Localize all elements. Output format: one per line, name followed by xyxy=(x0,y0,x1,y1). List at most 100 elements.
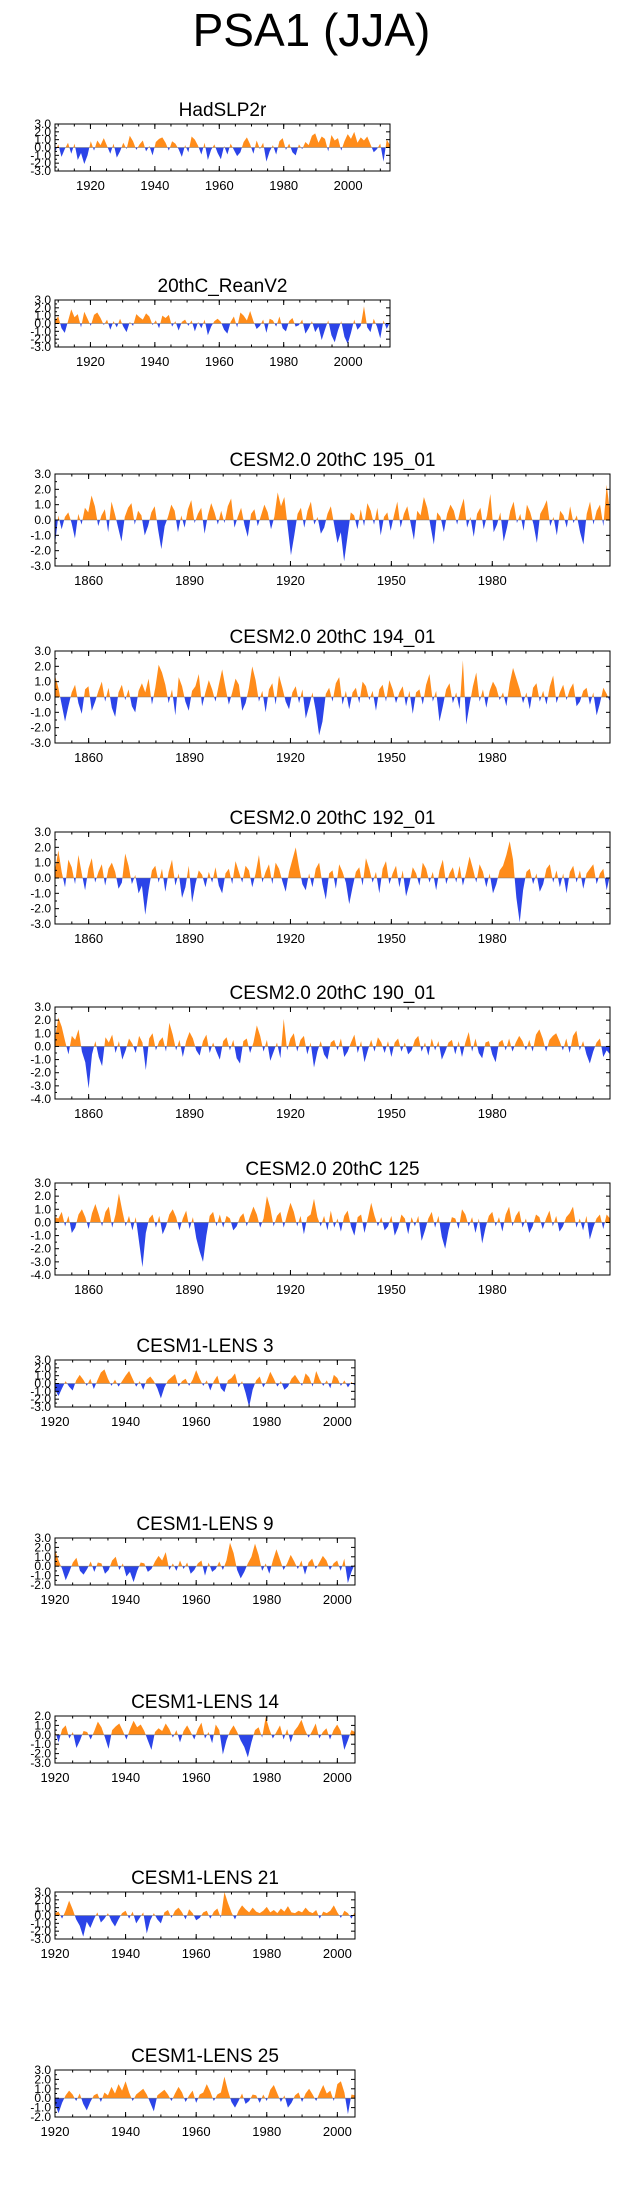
negative-area xyxy=(55,1566,355,1584)
x-tick-label: 2000 xyxy=(323,2124,352,2139)
x-tick-label: 1920 xyxy=(41,1414,70,1429)
y-tick-label: 3.0 xyxy=(34,2063,51,2077)
x-tick-label: 1960 xyxy=(182,1770,211,1785)
y-tick-label: -1.0 xyxy=(30,1916,51,1930)
y-tick-label: 0.0 xyxy=(34,317,51,331)
negative-area xyxy=(55,2098,355,2115)
plot-frame xyxy=(54,1006,611,1100)
y-tick-label: -1.0 xyxy=(30,886,51,900)
panel-3: CESM2.0 20thC 195_01 3.02.0 1.00.0-1.0 -2.0… xyxy=(30,450,611,588)
x-tick-label: 1960 xyxy=(182,1592,211,1607)
x-tick-label: 1940 xyxy=(111,2124,140,2139)
panel-6: CESM2.0 20thC 190_01 3.02.01.00.0-1.0-2.0… xyxy=(30,983,611,1121)
x-tick-label: 2000 xyxy=(334,354,363,369)
y-tick-label: 2.0 xyxy=(34,1893,51,1907)
panel-title: CESM2.0 20thC 195_01 xyxy=(230,450,436,471)
y-tick-label: 3.0 xyxy=(34,1000,51,1014)
x-tick-label: 1980 xyxy=(269,354,298,369)
y-tick-label: -2.0 xyxy=(30,544,51,558)
y-tick-label: -1.0 xyxy=(30,324,51,338)
x-tick-label: 1890 xyxy=(175,750,204,765)
negative-area xyxy=(55,1915,355,1937)
x-tick-label: 2000 xyxy=(323,1414,352,1429)
y-tick-label: -2.0 xyxy=(30,2110,51,2124)
x-tick-label: 1920 xyxy=(41,1592,70,1607)
y-tick-label: 0.0 xyxy=(34,1909,51,1923)
y-tick-label: -1.0 xyxy=(30,1053,51,1067)
x-tick-label: 1980 xyxy=(478,750,507,765)
y-tick-label: -2.0 xyxy=(30,902,51,916)
y-tick-label: -1.0 xyxy=(30,1569,51,1583)
x-tick-label: 1960 xyxy=(182,1414,211,1429)
y-tick-label: -2.0 xyxy=(30,721,51,735)
x-tick-label: 2000 xyxy=(323,1946,352,1961)
y-tick-label: 0.0 xyxy=(34,1039,51,1053)
y-tick-label: -3.0 xyxy=(30,1756,51,1770)
x-tick-label: 1920 xyxy=(41,1946,70,1961)
x-tick-label: 1980 xyxy=(478,1106,507,1121)
panel-title: 20thC_ReanV2 xyxy=(158,276,288,297)
panel-5: CESM2.0 20thC 192_01 3.02.0 1.00.0-1.0 -2.0… xyxy=(30,808,611,946)
y-tick-label: 0.0 xyxy=(34,690,51,704)
x-tick-label: 1950 xyxy=(377,573,406,588)
y-tick-label: -2.0 xyxy=(30,1924,51,1938)
y-tick-label: 3.0 xyxy=(34,825,51,839)
y-tick-label: -3.0 xyxy=(30,1400,51,1414)
positive-area xyxy=(55,1542,355,1567)
negative-area xyxy=(55,1383,355,1407)
panel-title: CESM1-LENS 3 xyxy=(136,1336,273,1357)
x-tick-label: 1980 xyxy=(252,1770,281,1785)
panel-title: HadSLP2r xyxy=(179,100,267,121)
y-tick-label: 1.0 xyxy=(34,1901,51,1915)
panel-title: CESM2.0 20thC 194_01 xyxy=(230,627,436,648)
positive-area xyxy=(55,484,610,520)
y-tick-label: -1.0 xyxy=(30,2101,51,2115)
panel-2: 20thC_ReanV2 3.02.01.00.0-1.0-2.0-3.0 1920… xyxy=(30,276,391,369)
y-tick-label: 3.0 xyxy=(34,1531,51,1545)
y-tick-label: -3.0 xyxy=(30,917,51,931)
y-tick-label: 1.0 xyxy=(34,856,51,870)
negative-area xyxy=(55,520,610,562)
x-tick-label: 2000 xyxy=(323,1770,352,1785)
y-tick-label: -2.0 xyxy=(30,1392,51,1406)
x-tick-label: 1980 xyxy=(478,573,507,588)
x-tick-label: 1980 xyxy=(252,1414,281,1429)
y-tick-label: 1.0 xyxy=(34,2082,51,2096)
x-tick-label: 1940 xyxy=(111,1946,140,1961)
x-tick-label: 1940 xyxy=(111,1414,140,1429)
y-tick-label: -3.0 xyxy=(30,340,51,354)
y-tick-label: -1.0 xyxy=(30,1229,51,1243)
x-tick-label: 1960 xyxy=(182,2124,211,2139)
x-tick-label: 2000 xyxy=(323,1592,352,1607)
y-tick-label: 3.0 xyxy=(34,644,51,658)
y-tick-label: 2.0 xyxy=(34,1709,51,1723)
y-tick-label: 0.0 xyxy=(34,1559,51,1573)
y-tick-label: 3.0 xyxy=(34,1885,51,1899)
x-tick-label: 1940 xyxy=(111,1592,140,1607)
y-tick-label: -3.0 xyxy=(30,164,51,178)
y-tick-label: 2.0 xyxy=(34,1013,51,1027)
positive-area xyxy=(55,1369,355,1384)
y-tick-label: 1.0 xyxy=(34,1550,51,1564)
y-tick-label: 0.0 xyxy=(34,141,51,155)
x-tick-label: 1940 xyxy=(111,1770,140,1785)
negative-area xyxy=(55,878,610,923)
panel-8: CESM1-LENS 3 3.02.01.00.0-1.0-2.0-3.01920… xyxy=(30,1336,356,1429)
panel-title: CESM1-LENS 25 xyxy=(131,2046,279,2067)
y-tick-label: 1.0 xyxy=(34,1369,51,1383)
x-tick-label: 1860 xyxy=(74,931,103,946)
y-tick-label: -3.0 xyxy=(30,559,51,573)
x-tick-label: 1980 xyxy=(478,931,507,946)
x-tick-label: 1940 xyxy=(140,178,169,193)
x-tick-label: 1980 xyxy=(269,178,298,193)
x-tick-label: 1920 xyxy=(41,2124,70,2139)
x-tick-label: 1920 xyxy=(276,1282,305,1297)
positive-area xyxy=(55,1193,610,1223)
y-tick-label: -4.0 xyxy=(30,1092,51,1106)
panel-title: CESM2.0 20thC 192_01 xyxy=(230,808,436,829)
plot-frame xyxy=(54,1715,356,1764)
panel-title: CESM1-LENS 21 xyxy=(131,1868,279,1889)
